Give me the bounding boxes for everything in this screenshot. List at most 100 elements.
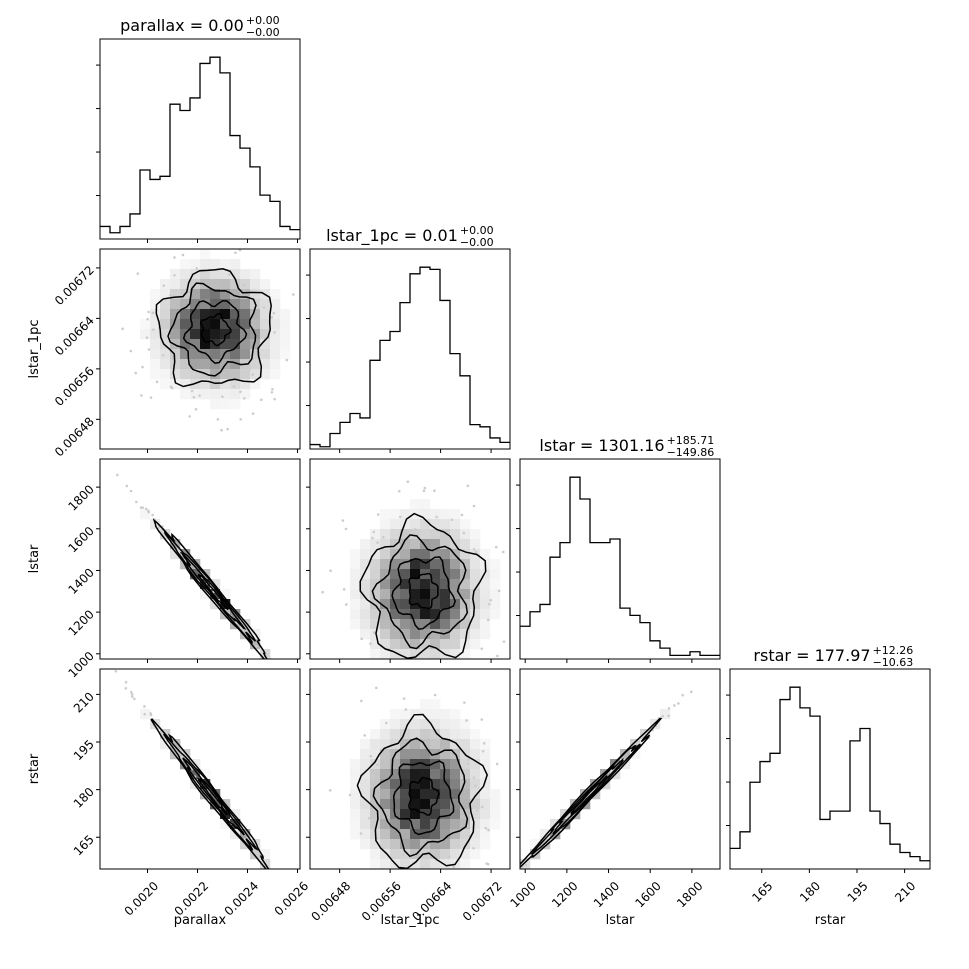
density-bin (440, 549, 451, 560)
density-bin (360, 759, 371, 770)
outlier-point (399, 693, 402, 696)
density-bin (410, 799, 421, 810)
density-bin (460, 589, 471, 600)
density-bin (360, 579, 371, 590)
density-bin (450, 829, 461, 840)
outlier-point (143, 712, 147, 716)
density-bin (220, 289, 231, 300)
contour-line (182, 300, 248, 364)
density-bin (430, 589, 441, 600)
density-bin (430, 739, 441, 750)
density-bin (150, 329, 161, 340)
outlier-point (368, 816, 371, 820)
density-bin (180, 369, 191, 380)
outlier-point (232, 385, 236, 388)
outlier-point (257, 852, 260, 855)
outlier-point (482, 742, 486, 745)
xaxis-label-rstar: rstar (815, 913, 846, 928)
density-bin (410, 649, 421, 659)
outlier-point (359, 832, 363, 835)
density-bin (430, 849, 441, 860)
outlier-point (637, 739, 640, 743)
density-bin (570, 809, 581, 820)
density-bin (270, 289, 281, 300)
density-bin (250, 289, 261, 300)
outlier-point (149, 713, 153, 717)
outlier-point (510, 874, 513, 877)
outlier-point (398, 515, 402, 519)
density-bin (160, 349, 171, 360)
outlier-point (292, 691, 295, 694)
density-bin (270, 329, 281, 340)
density-bin (430, 769, 441, 780)
density-bin (390, 519, 401, 530)
density-bin (410, 519, 421, 530)
density-bin (230, 819, 241, 830)
density-bin (400, 789, 411, 800)
outlier-point (472, 776, 476, 779)
density-bin (490, 799, 501, 810)
density-bin (480, 839, 491, 850)
density-bin (280, 349, 291, 360)
density-bin (460, 739, 471, 750)
outlier-point (496, 654, 499, 658)
density-bin (470, 529, 481, 540)
density-bin (410, 859, 421, 869)
hist-title-sup-lstar_1pc: +0.00 (460, 224, 494, 237)
density-bin (200, 389, 211, 400)
density-bin (180, 279, 191, 290)
density-bin (370, 859, 381, 869)
density-bin (450, 599, 461, 610)
outlier-point (341, 519, 345, 522)
outlier-point (344, 603, 348, 606)
xtick-label-lstar: 1800 (674, 879, 705, 910)
density-bin (400, 709, 411, 720)
density-bin (430, 569, 441, 580)
outlier-point (363, 734, 366, 737)
density-bin (280, 309, 291, 320)
outlier-point (524, 863, 528, 867)
density-bin (460, 539, 471, 550)
density-bin (460, 549, 471, 560)
density-bin (140, 319, 151, 330)
outlier-point (501, 880, 504, 883)
density-bin (170, 739, 181, 750)
density-bin (390, 769, 401, 780)
density-bin (190, 349, 201, 360)
density-bin (470, 809, 481, 820)
density-bin (240, 389, 251, 400)
outlier-point (273, 662, 276, 665)
density-bin (210, 289, 221, 300)
density-bin (170, 279, 181, 290)
xtick-label-parallax: 0.0026 (272, 879, 312, 919)
density-bin (210, 369, 221, 380)
density-bin (410, 589, 421, 600)
hist-frame-lstar (519, 458, 721, 660)
outlier-point (152, 328, 155, 331)
density-bin (380, 589, 391, 600)
density-bin (370, 769, 381, 780)
density-bin (370, 729, 381, 740)
density-bin (210, 399, 221, 410)
density-bin (640, 729, 651, 740)
outlier-point (448, 670, 451, 673)
outlier-point (147, 348, 151, 351)
xaxis-label-lstar_1pc: lstar_1pc (381, 913, 440, 928)
ytick-label-lstar_1pc: 0.00672 (52, 263, 97, 308)
contour-line (180, 551, 247, 630)
density-bin (370, 529, 381, 540)
outlier-point (360, 637, 364, 641)
hist-panel-lstar_1pc: lstar_1pc = 0.01 +0.00−0.00 (306, 224, 511, 453)
density-bin (220, 599, 231, 610)
density-bin (420, 579, 431, 590)
ytick-label-rstar: 180 (71, 785, 97, 811)
density-bin (280, 329, 291, 340)
density-bin (170, 329, 181, 340)
density-bin (440, 809, 451, 820)
outlier-point (515, 869, 518, 872)
density-bin (400, 509, 411, 520)
outlier-point (371, 774, 375, 778)
outlier-point (673, 704, 676, 707)
outlier-point (466, 484, 470, 488)
outlier-point (501, 550, 505, 554)
